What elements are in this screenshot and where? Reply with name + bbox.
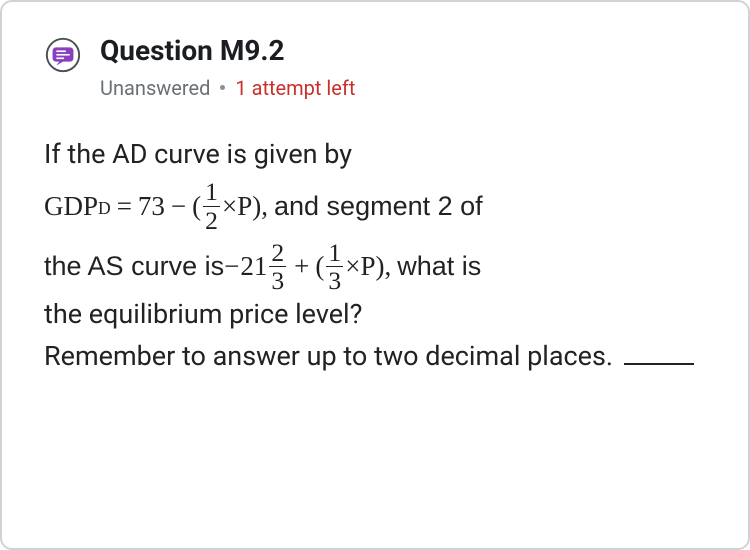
plus-sign: + <box>294 246 309 288</box>
question-card: Question M9.2 Unanswered 1 attempt left … <box>0 0 750 550</box>
ad-fraction: 12 <box>203 179 220 233</box>
as-frac-den: 3 <box>326 266 343 294</box>
negative-sign: − <box>224 246 239 288</box>
question-bubble-icon <box>44 36 82 74</box>
segment-text: and segment 2 of <box>274 186 483 228</box>
price-var-1: P <box>237 186 252 228</box>
status-separator-dot <box>220 85 225 90</box>
gdp-label: GDP <box>44 186 98 228</box>
question-header: Question M9.2 Unanswered 1 attempt left <box>44 34 706 100</box>
reminder-text: Remember to answer up to two decimal pla… <box>44 340 620 372</box>
times-sign-2: × <box>345 246 360 288</box>
status-text: Unanswered <box>100 76 210 100</box>
question-line: the equilibrium price level? <box>44 294 706 336</box>
as-suffix: what is <box>397 246 481 288</box>
times-sign: × <box>222 186 237 228</box>
as-mixed-num: 2 <box>269 240 286 267</box>
intro-line: If the AD curve is given by <box>44 134 706 176</box>
as-integer: 21 <box>240 246 267 288</box>
question-status-row: Unanswered 1 attempt left <box>100 76 355 100</box>
ad-frac-den: 2 <box>203 206 220 234</box>
as-equation: the AS curve is −2123 + (13×P), what is <box>44 240 706 294</box>
open-paren-2: ( <box>315 246 324 288</box>
open-paren: ( <box>192 186 201 228</box>
minus-sign: − <box>171 186 186 228</box>
equals-sign: = <box>117 186 132 228</box>
ad-constant: 73 <box>138 186 165 228</box>
attempts-left: 1 attempt left <box>235 76 355 100</box>
answer-blank[interactable] <box>624 343 694 365</box>
as-mixed-fraction: 23 <box>269 240 286 294</box>
question-body: If the AD curve is given by GDPD = 73 − … <box>44 134 706 378</box>
ad-frac-num: 1 <box>203 179 220 206</box>
gdp-subscript: D <box>98 195 111 222</box>
question-title: Question M9.2 <box>100 34 355 68</box>
as-frac-num: 1 <box>326 240 343 267</box>
price-var-2: P <box>360 246 375 288</box>
header-text: Question M9.2 Unanswered 1 attempt left <box>100 34 355 100</box>
close-paren-2: ), <box>375 246 391 288</box>
reminder-line: Remember to answer up to two decimal pla… <box>44 336 706 378</box>
ad-equation: GDPD = 73 − (12×P), and segment 2 of <box>44 179 706 233</box>
as-prefix: the AS curve is <box>44 246 224 288</box>
as-fraction: 13 <box>326 240 343 294</box>
close-paren: ), <box>252 186 268 228</box>
as-mixed-den: 3 <box>269 266 286 294</box>
